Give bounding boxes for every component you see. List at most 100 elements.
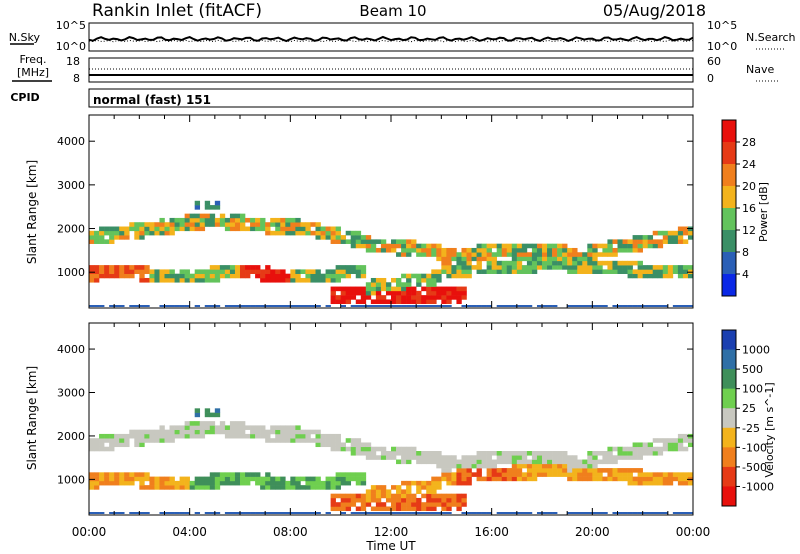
range-cell (174, 512, 180, 514)
nave-right-tick-bottom: 0 (707, 72, 714, 85)
range-cell (179, 273, 185, 279)
range-cell (194, 485, 201, 490)
range-cell (526, 256, 533, 262)
x-tick-label: 12:00 (374, 525, 409, 539)
range-cell (204, 412, 211, 418)
range-cell (159, 512, 165, 514)
range-cell (597, 265, 603, 270)
range-cell (224, 433, 231, 439)
range-cell (617, 243, 623, 249)
range-cell (396, 243, 402, 249)
range-cell (612, 468, 618, 473)
range-cell (511, 260, 518, 266)
range-cell (526, 243, 533, 249)
range-cell (380, 506, 387, 512)
range-cell (179, 222, 185, 227)
range-cell (265, 230, 271, 236)
range-cell (421, 295, 427, 300)
range-cell (209, 222, 216, 227)
range-cell (255, 222, 261, 227)
range-cell (129, 305, 135, 307)
range-cell (139, 235, 145, 240)
colorbar-segment (722, 388, 736, 409)
range-cell (411, 305, 417, 307)
range-cell (461, 512, 467, 514)
range-cell (431, 243, 437, 249)
range-cell (446, 506, 452, 512)
range-cell (330, 230, 336, 236)
range-cell (421, 273, 427, 279)
range-cell (275, 512, 281, 514)
range-cell (396, 512, 402, 514)
range-cell (436, 493, 442, 499)
range-cell (224, 429, 231, 435)
range-cell (219, 480, 226, 486)
colorbar-segment (722, 486, 736, 507)
range-cell (547, 472, 553, 477)
range-cell (421, 485, 427, 490)
range-cell (370, 512, 377, 514)
range-cell (179, 277, 185, 283)
range-cell (557, 472, 563, 477)
range-cell (174, 305, 180, 307)
range-cell (587, 260, 593, 266)
range-cell (199, 425, 206, 430)
range-cell (662, 305, 669, 307)
range-cell (124, 438, 130, 443)
range-cell (682, 476, 689, 482)
range-cell (119, 512, 125, 514)
range-cell (275, 485, 281, 490)
range-cell (411, 243, 417, 249)
range-cell (330, 290, 336, 296)
range-cell (255, 433, 261, 439)
range-cell (265, 485, 271, 490)
range-cell (139, 472, 145, 477)
range-cell (325, 438, 331, 443)
range-cell (672, 235, 679, 240)
range-cell (627, 480, 633, 486)
range-cell (280, 476, 286, 482)
range-cell (169, 433, 175, 439)
range-cell (567, 256, 573, 262)
range-cell (401, 512, 407, 514)
range-cell (667, 235, 674, 240)
station-title: Rankin Inlet (fitACF) (92, 1, 262, 21)
range-cell (375, 493, 382, 499)
range-cell (471, 455, 477, 460)
range-cell (642, 451, 648, 456)
range-cell (380, 305, 387, 307)
range-cell (652, 239, 659, 244)
range-cell (260, 273, 266, 279)
range-cell (300, 269, 306, 274)
range-cell (612, 265, 618, 270)
range-cell (124, 433, 130, 439)
range-cell (335, 277, 341, 283)
range-cell (476, 463, 482, 469)
range-cell (154, 230, 160, 236)
range-cell (441, 493, 447, 499)
range-cell (159, 476, 165, 482)
range-cell (506, 455, 513, 460)
range-cell (305, 438, 311, 443)
range-cell (461, 260, 467, 266)
range-cell (562, 243, 568, 249)
range-cell (290, 476, 296, 482)
range-cell (617, 468, 623, 473)
range-cell (501, 247, 508, 253)
range-cell (310, 277, 316, 283)
range-cell (365, 455, 372, 460)
range-cell (204, 217, 211, 223)
range-cell (667, 230, 674, 236)
range-cell (134, 429, 140, 435)
range-cell (677, 273, 684, 279)
x-tick-label: 08:00 (273, 525, 308, 539)
colorbar-segment (722, 427, 736, 448)
range-cell (250, 226, 256, 232)
range-cell (471, 265, 477, 270)
range-cell (204, 213, 211, 219)
range-cell (567, 463, 573, 469)
noise-left-tick-bottom: 10^0 (56, 40, 86, 53)
range-cell (496, 476, 503, 482)
range-cell (119, 476, 125, 482)
